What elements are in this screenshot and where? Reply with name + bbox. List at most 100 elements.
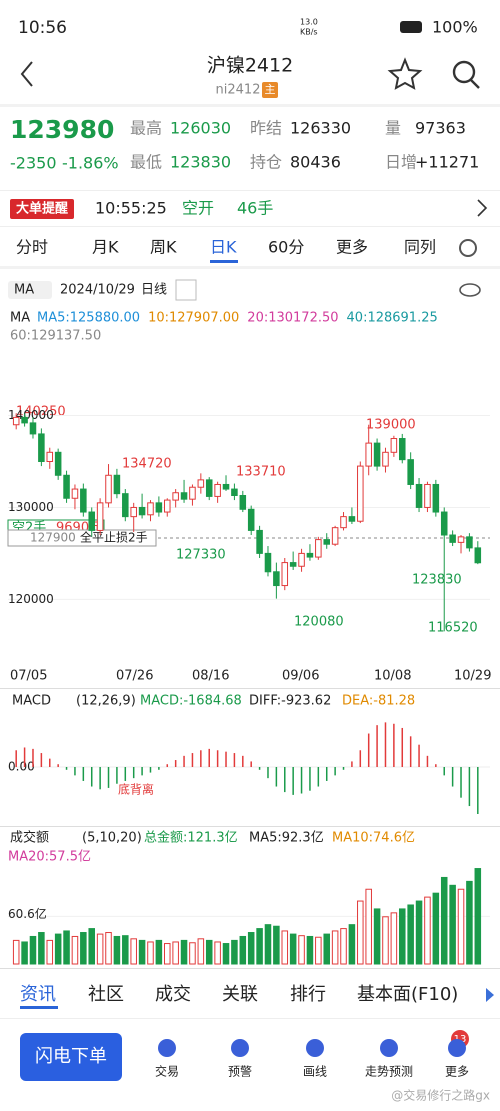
candle: [172, 492, 179, 501]
volume-bar: [54, 933, 62, 965]
eye[interactable]: [459, 283, 481, 297]
tab[interactable]: 同列: [404, 238, 436, 257]
date: 07/05: [10, 669, 47, 684]
candle: [88, 511, 96, 531]
tab[interactable]: 周K: [150, 238, 177, 257]
tab-underline: [210, 260, 238, 263]
y-tick-label: 120000: [8, 592, 54, 606]
candle: [105, 474, 112, 504]
candle: [155, 502, 163, 513]
ma-label: 20:130172.50: [247, 311, 338, 326]
nav-label[interactable]: 交易: [155, 1064, 179, 1079]
tab[interactable]: 分时: [16, 238, 48, 257]
tab[interactable]: 60分: [268, 238, 304, 257]
candle: [323, 539, 331, 545]
alert-size: 46手: [237, 199, 273, 218]
macd-name: MACD: [12, 694, 51, 709]
volume-bar: [256, 928, 263, 965]
candle: [357, 465, 364, 522]
ma-label: 40:128691.25: [347, 311, 438, 326]
battery: 100%: [432, 18, 478, 37]
candle: [138, 506, 146, 516]
nav-icon[interactable]: [158, 1039, 176, 1057]
search-handle: [470, 79, 480, 89]
volume-bar: [424, 896, 431, 965]
volume-bar: [357, 900, 364, 965]
ma-label: MA5:125880.00: [37, 311, 140, 326]
settings[interactable]: [459, 239, 477, 257]
back[interactable]: [20, 61, 33, 87]
date: 08/16: [192, 669, 229, 684]
speed: 13.0: [300, 18, 318, 27]
news-tab[interactable]: 基本面(F10): [357, 984, 458, 1005]
candle: [256, 529, 263, 554]
tag: 主: [265, 83, 276, 96]
candle: [38, 433, 45, 462]
nav-icon[interactable]: [380, 1039, 398, 1057]
nav-label[interactable]: 预警: [228, 1064, 252, 1079]
stop-box[interactable]: [7, 529, 157, 547]
price: 123980: [10, 115, 114, 144]
divergence: 底背离: [118, 782, 154, 797]
candle: [306, 552, 314, 558]
candle: [264, 552, 272, 573]
stat-value: 80436: [290, 153, 341, 172]
chart-date: 2024/10/29: [60, 283, 135, 298]
volume-bar: [398, 908, 406, 965]
candle: [315, 539, 322, 558]
nav-icon[interactable]: [448, 1039, 466, 1057]
indicator: MA: [14, 283, 34, 298]
period: 日线: [141, 283, 167, 298]
divider: [0, 104, 500, 107]
volume-bar: [214, 941, 221, 965]
star[interactable]: [387, 57, 423, 90]
volume-bar: [163, 943, 171, 965]
volume-bar: [222, 943, 230, 965]
more-arrow[interactable]: [486, 988, 494, 1002]
candle: [147, 502, 154, 516]
annotation: 134720: [122, 457, 172, 472]
candle: [63, 474, 70, 499]
volume-total: 总金额:121.3亿: [144, 830, 238, 846]
candle: [432, 483, 440, 513]
y-tick-label: 130000: [8, 500, 54, 514]
candle: [163, 499, 171, 513]
nav-icon[interactable]: [231, 1039, 249, 1057]
nav-label[interactable]: 走势预测: [365, 1065, 413, 1079]
news-tab[interactable]: 资讯: [20, 984, 56, 1005]
order-button[interactable]: [20, 1033, 122, 1081]
candle: [80, 488, 87, 513]
news-tab[interactable]: 社区: [88, 984, 124, 1005]
collapse[interactable]: [175, 279, 197, 301]
annotations: 140250 134720 127330 133710 120080 13900…: [16, 405, 478, 636]
candle: [214, 483, 221, 497]
volume-bar: [306, 935, 314, 965]
volume-bar: [382, 916, 389, 965]
title: 沪镍2412: [207, 55, 293, 77]
indicator-select[interactable]: [8, 281, 52, 299]
volume-bar: [180, 939, 188, 965]
stop: 全平止损2手: [80, 530, 148, 545]
news-tab[interactable]: 排行: [290, 984, 326, 1005]
volume-bar: [155, 939, 163, 965]
nav-label[interactable]: 更多: [445, 1065, 469, 1079]
volume-bar: [273, 925, 280, 965]
nav-icon[interactable]: [306, 1039, 324, 1057]
volume-bar: [315, 936, 322, 965]
y-tick-label: 0.00: [8, 760, 35, 774]
search[interactable]: [452, 60, 476, 84]
volume-ma20: MA20:57.5亿: [8, 850, 91, 865]
nav-label[interactable]: 画线: [303, 1065, 327, 1079]
candle: [340, 516, 347, 529]
macd-params: (12,26,9): [76, 694, 136, 709]
tab[interactable]: 月K: [92, 238, 119, 257]
candle: [71, 488, 79, 499]
news-tab[interactable]: 关联: [222, 984, 258, 1005]
battery-icon: [400, 21, 422, 33]
tab[interactable]: 日K: [210, 238, 237, 257]
stat-value: 126030: [170, 119, 231, 138]
candle: [373, 442, 381, 467]
news-tab[interactable]: 成交: [155, 984, 191, 1005]
tab[interactable]: 更多: [336, 238, 368, 257]
